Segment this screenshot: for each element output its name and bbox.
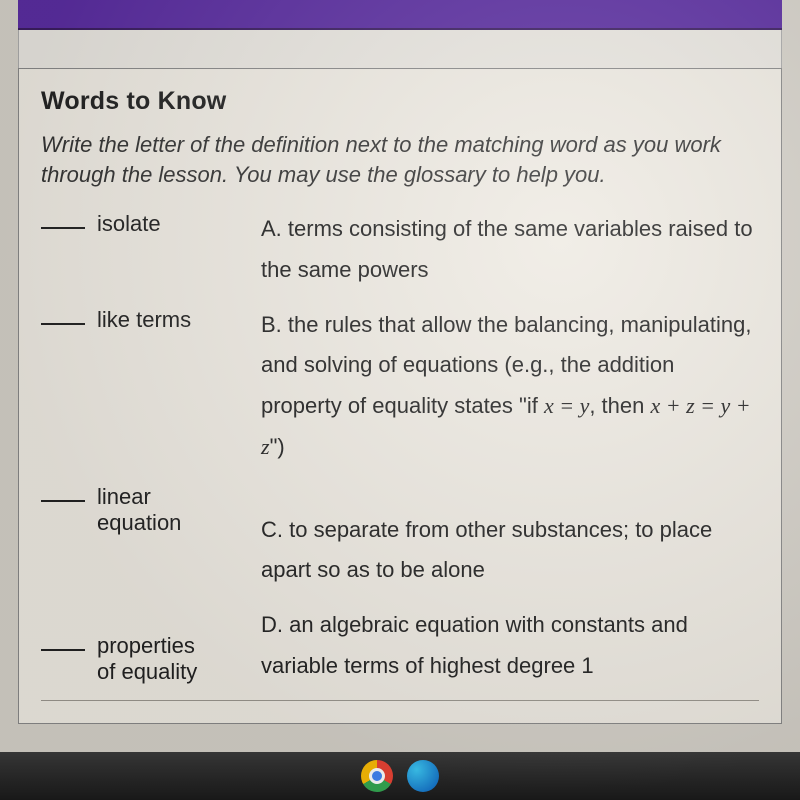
answer-blank[interactable]	[41, 323, 85, 325]
term-label: linear equation	[97, 484, 181, 537]
definition-text: C. to separate from other substances; to…	[261, 482, 759, 591]
term-line: equation	[97, 510, 181, 535]
math-expression: x = y	[544, 393, 589, 418]
match-row: linear equation C. to separate from othe…	[41, 482, 759, 591]
definition-letter: C.	[261, 517, 283, 542]
instruction-text: Write the letter of the definition next …	[41, 130, 759, 189]
term-line: properties	[97, 633, 195, 658]
match-row: isolate A. terms consisting of the same …	[41, 209, 759, 290]
term-column: properties of equality	[41, 605, 261, 686]
definition-letter: D.	[261, 612, 283, 637]
taskbar	[0, 752, 800, 800]
term-line: linear	[97, 484, 151, 509]
divider	[41, 700, 759, 701]
edge-icon[interactable]	[407, 760, 439, 792]
term-column: isolate	[41, 209, 261, 237]
term-column: linear equation	[41, 482, 261, 537]
term-label: like terms	[97, 307, 191, 333]
answer-blank[interactable]	[41, 500, 85, 502]
definition-text: D. an algebraic equation with constants …	[261, 605, 759, 686]
chrome-icon[interactable]	[361, 760, 393, 792]
term-column: like terms	[41, 305, 261, 333]
definition-post: ")	[270, 434, 285, 459]
window-header-bar	[18, 0, 782, 30]
definition-text: A. terms consisting of the same variable…	[261, 209, 759, 290]
term-label: isolate	[97, 211, 161, 237]
definition-body: an algebraic equation with constants and…	[261, 612, 688, 678]
section-title: Words to Know	[41, 87, 759, 116]
match-row: like terms B. the rules that allow the b…	[41, 305, 759, 468]
term-line: of equality	[97, 659, 197, 684]
definition-body: to separate from other substances; to pl…	[261, 517, 712, 583]
answer-blank[interactable]	[41, 227, 85, 229]
definition-letter: A.	[261, 216, 282, 241]
definition-letter: B.	[261, 312, 282, 337]
content-gap	[18, 30, 782, 68]
worksheet-panel: Words to Know Write the letter of the de…	[18, 68, 782, 724]
match-row: properties of equality D. an algebraic e…	[41, 605, 759, 686]
definition-body: terms consisting of the same variables r…	[261, 216, 753, 282]
definition-text: B. the rules that allow the balancing, m…	[261, 305, 759, 468]
definition-mid: , then	[589, 393, 650, 418]
answer-blank[interactable]	[41, 649, 85, 651]
term-label: properties of equality	[97, 633, 197, 686]
